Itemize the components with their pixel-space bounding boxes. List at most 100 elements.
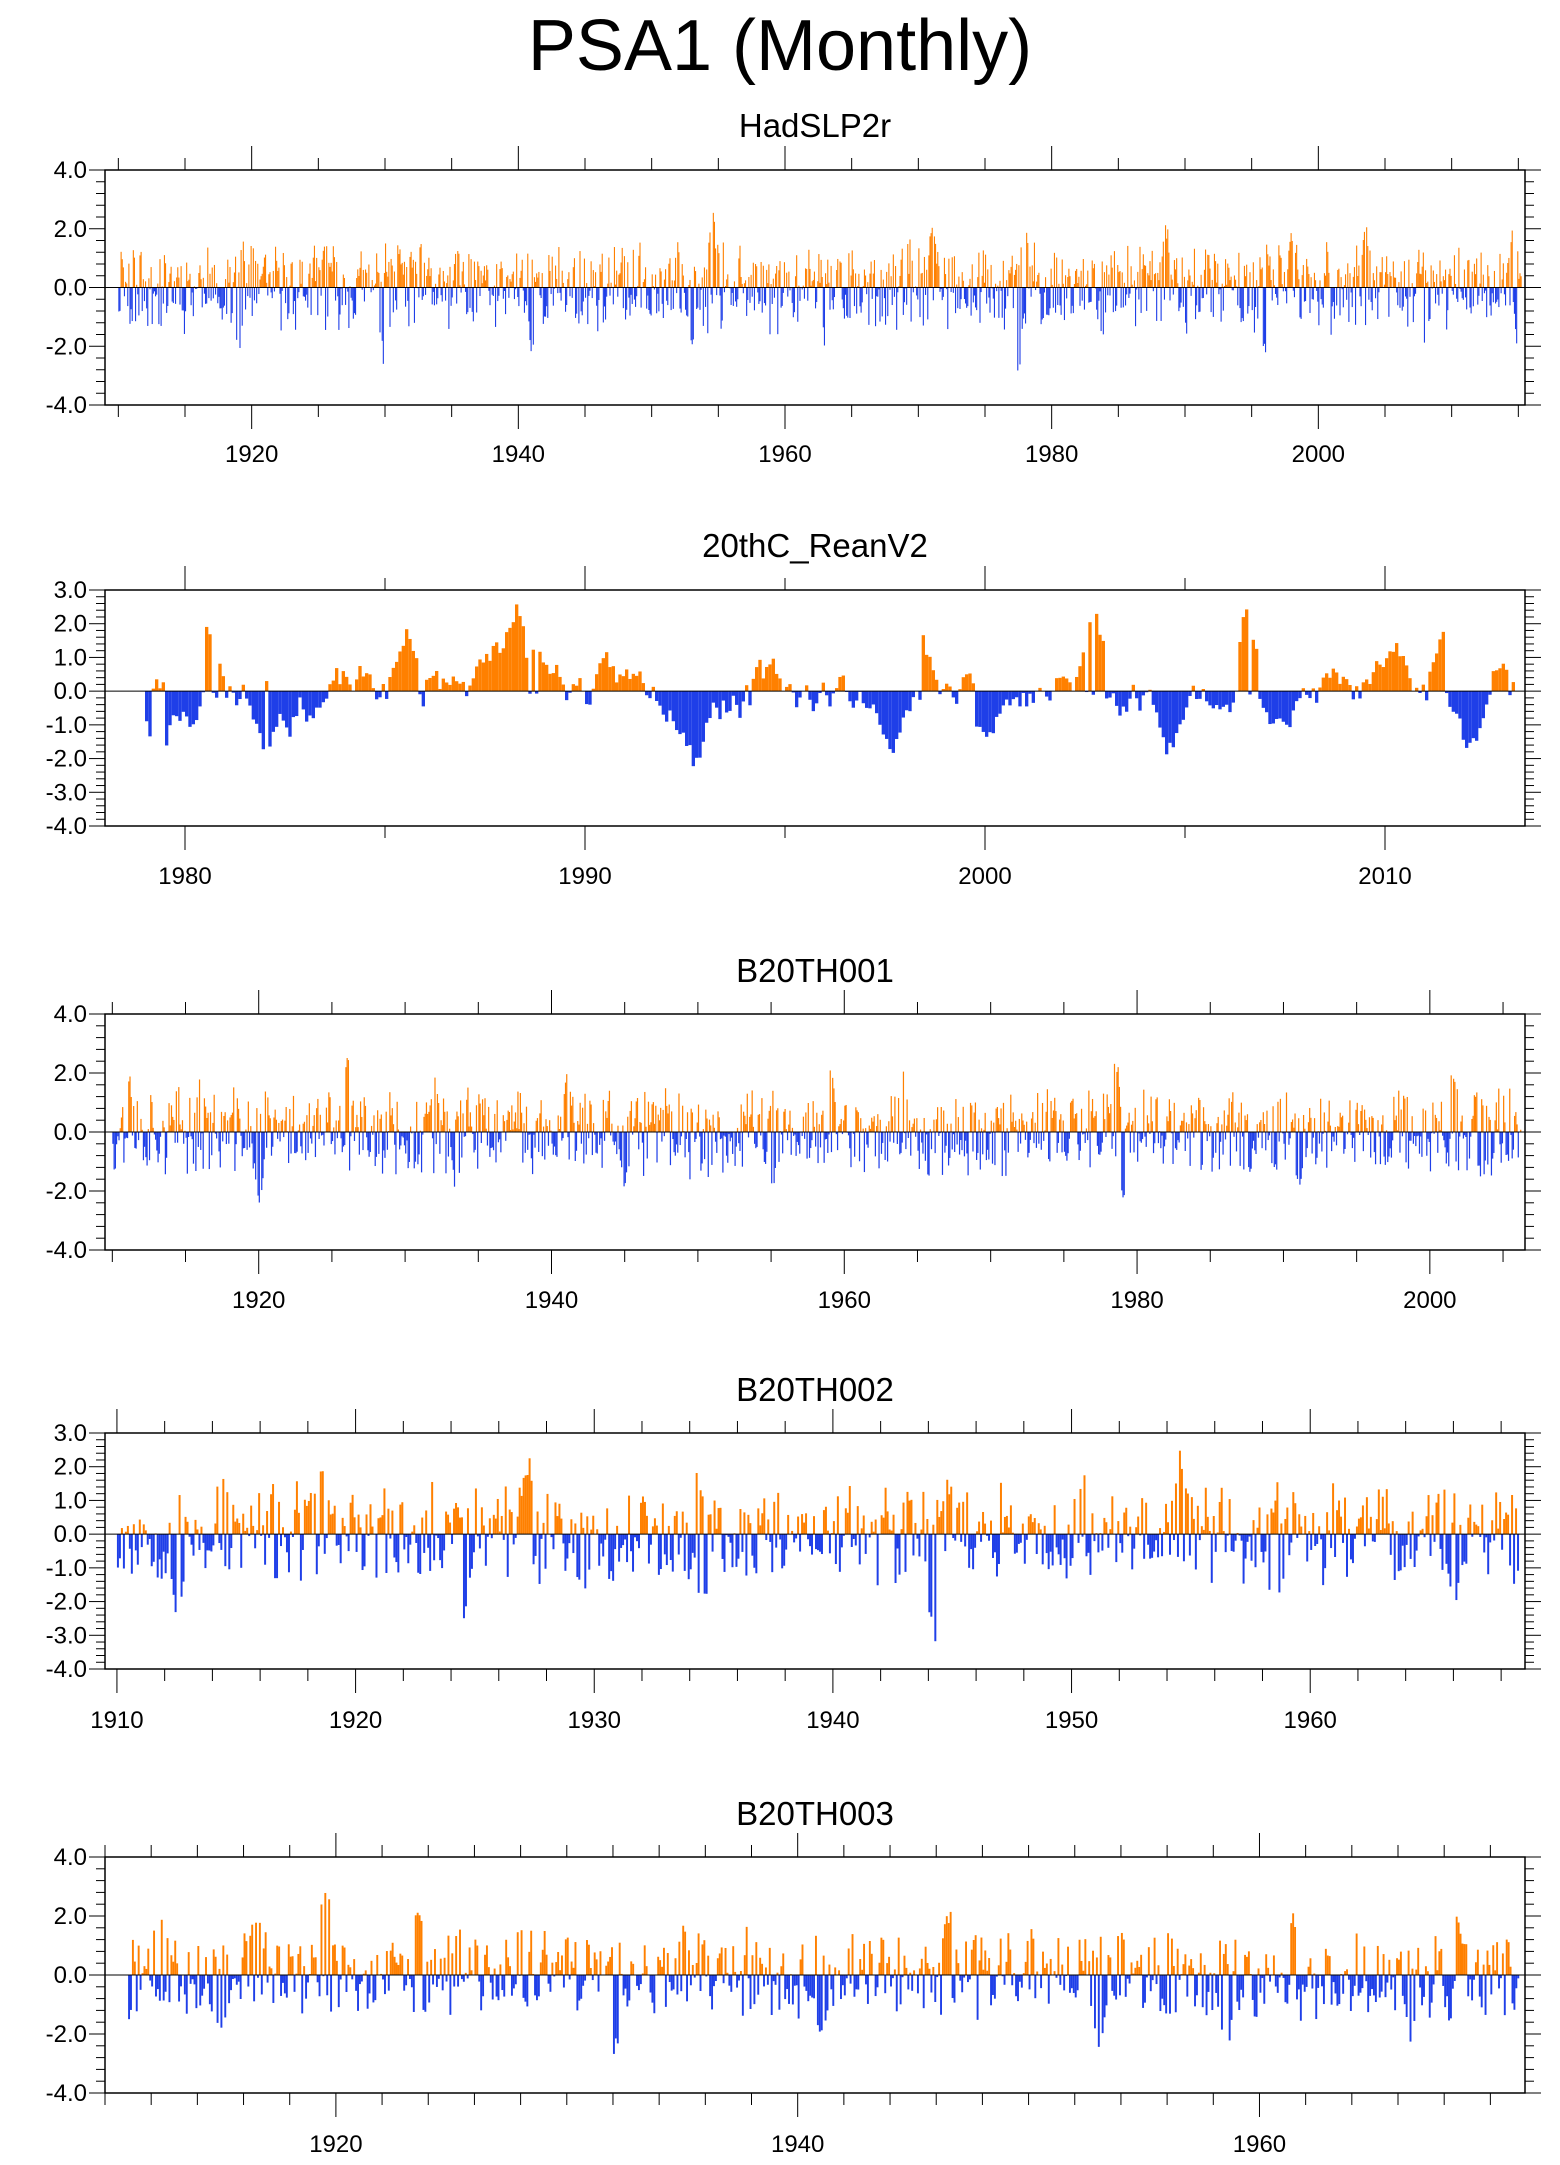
positive-bar bbox=[1191, 1113, 1194, 1132]
negative-bar bbox=[988, 691, 992, 733]
positive-bar bbox=[1246, 1114, 1249, 1132]
negative-bar bbox=[1456, 287, 1458, 299]
negative-bar bbox=[751, 1534, 754, 1556]
negative-bar bbox=[699, 1975, 702, 1991]
positive-bar bbox=[1347, 263, 1349, 288]
positive-bar bbox=[1166, 1116, 1168, 1132]
positive-bar bbox=[1033, 242, 1035, 288]
positive-bar bbox=[1383, 284, 1385, 288]
positive-bar bbox=[1379, 1529, 1382, 1535]
positive-bar bbox=[1352, 276, 1354, 288]
positive-bar bbox=[929, 236, 931, 288]
negative-bar bbox=[239, 1975, 242, 1999]
positive-bar bbox=[1146, 1115, 1149, 1132]
positive-bar bbox=[873, 1116, 875, 1132]
positive-bar bbox=[252, 1525, 255, 1535]
positive-bar bbox=[888, 1956, 891, 1975]
positive-bar bbox=[1368, 1117, 1371, 1132]
negative-bar bbox=[278, 691, 282, 714]
positive-bar bbox=[379, 1118, 381, 1132]
positive-bar bbox=[812, 279, 814, 288]
negative-bar bbox=[432, 1975, 435, 1985]
negative-bar bbox=[735, 287, 737, 302]
positive-bar bbox=[352, 1100, 354, 1132]
negative-bar bbox=[1392, 1975, 1395, 1978]
positive-bar bbox=[328, 262, 330, 288]
positive-bar bbox=[890, 1530, 893, 1535]
negative-bar bbox=[799, 287, 801, 301]
negative-bar bbox=[927, 287, 929, 320]
positive-bar bbox=[245, 1129, 247, 1132]
positive-bar bbox=[521, 626, 525, 692]
negative-bar bbox=[728, 1132, 730, 1135]
negative-bar bbox=[407, 287, 409, 301]
positive-bar bbox=[1158, 280, 1160, 288]
positive-bar bbox=[371, 688, 375, 692]
negative-bar bbox=[153, 1132, 156, 1135]
negative-bar bbox=[788, 1975, 790, 2004]
x-tick-label: 1960 bbox=[758, 441, 811, 468]
positive-bar bbox=[1481, 1099, 1483, 1132]
negative-bar bbox=[739, 1132, 741, 1151]
negative-bar bbox=[437, 287, 439, 299]
negative-bar bbox=[339, 287, 341, 315]
positive-bar bbox=[1073, 1118, 1075, 1132]
positive-bar bbox=[1496, 1129, 1499, 1132]
positive-bar bbox=[300, 283, 302, 288]
positive-bar bbox=[270, 1494, 273, 1535]
positive-bar bbox=[955, 1099, 957, 1132]
positive-bar bbox=[958, 689, 962, 692]
positive-bar bbox=[833, 1088, 835, 1132]
positive-bar bbox=[286, 277, 288, 288]
negative-bar bbox=[1265, 1132, 1267, 1151]
positive-bar bbox=[638, 671, 642, 692]
negative-bar bbox=[1455, 1534, 1458, 1601]
negative-bar bbox=[1065, 1534, 1068, 1579]
positive-bar bbox=[1395, 1531, 1398, 1535]
positive-bar bbox=[995, 283, 997, 288]
positive-bar bbox=[222, 1478, 225, 1535]
positive-bar bbox=[840, 262, 842, 288]
negative-bar bbox=[852, 1534, 855, 1539]
positive-bar bbox=[885, 1126, 887, 1132]
negative-bar bbox=[1390, 1975, 1393, 1990]
negative-bar bbox=[692, 287, 694, 340]
negative-bar bbox=[287, 287, 289, 320]
negative-bar bbox=[262, 1132, 264, 1179]
positive-bar bbox=[1371, 1116, 1373, 1132]
positive-bar bbox=[821, 682, 825, 692]
positive-bar bbox=[609, 1956, 612, 1975]
positive-bar bbox=[188, 279, 190, 288]
positive-bar bbox=[799, 1959, 802, 1975]
positive-bar bbox=[391, 1510, 394, 1535]
negative-bar bbox=[1451, 691, 1455, 712]
negative-bar bbox=[1429, 1132, 1432, 1172]
positive-bar bbox=[1482, 1105, 1484, 1132]
positive-bar bbox=[769, 1105, 772, 1132]
negative-bar bbox=[832, 287, 834, 310]
negative-bar bbox=[748, 691, 752, 706]
positive-bar bbox=[548, 673, 552, 692]
negative-bar bbox=[489, 1975, 492, 1983]
positive-bar bbox=[936, 1499, 939, 1535]
positive-bar bbox=[1080, 270, 1082, 288]
negative-bar bbox=[1261, 1132, 1263, 1149]
positive-bar bbox=[1227, 263, 1229, 288]
negative-bar bbox=[1503, 1975, 1506, 2016]
negative-bar bbox=[774, 1132, 776, 1168]
positive-bar bbox=[169, 273, 171, 288]
positive-bar bbox=[434, 1077, 436, 1132]
positive-bar bbox=[1425, 270, 1427, 288]
negative-bar bbox=[957, 287, 959, 309]
positive-bar bbox=[133, 1106, 135, 1132]
positive-bar bbox=[1485, 1105, 1488, 1132]
negative-bar bbox=[1384, 1132, 1386, 1165]
negative-bar bbox=[868, 287, 870, 325]
positive-bar bbox=[559, 1970, 562, 1975]
positive-bar bbox=[1337, 1126, 1339, 1132]
negative-bar bbox=[1070, 1975, 1073, 1989]
negative-bar bbox=[480, 1132, 482, 1143]
positive-bar bbox=[1206, 1516, 1209, 1535]
negative-bar bbox=[667, 287, 669, 306]
negative-bar bbox=[591, 1975, 594, 1981]
